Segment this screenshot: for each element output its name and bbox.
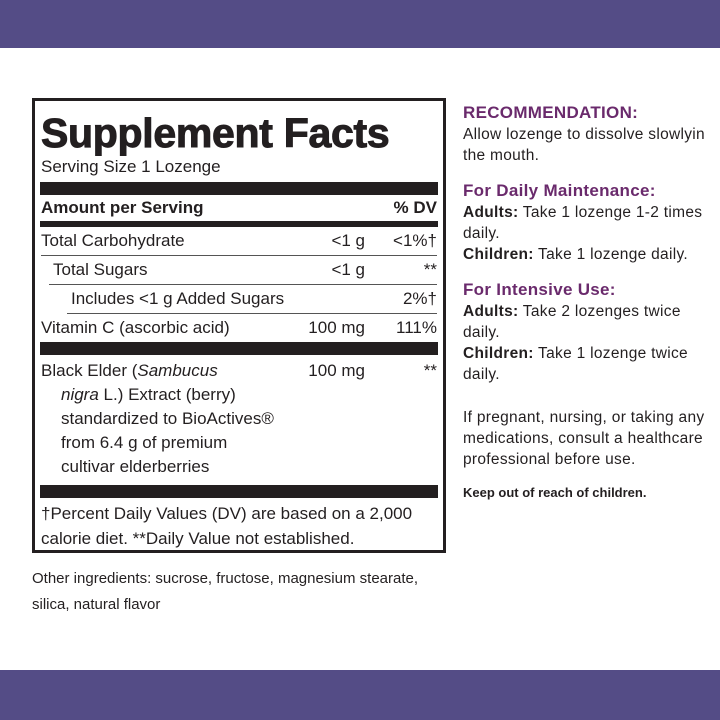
directions: RECOMMENDATION: Allow lozenge to dissolv… — [463, 102, 713, 503]
table-row-black-elder: Black Elder (Sambucus nigra L.) Extract … — [41, 355, 437, 485]
nutrient-amount: <1 g — [331, 260, 365, 279]
top-banner — [0, 0, 720, 48]
intensive-adults: Adults: Take 2 lozenges twice daily. — [463, 301, 713, 343]
footnote-line: †Percent Daily Values (DV) are based on … — [41, 504, 413, 523]
nutrient-name: Includes <1 g Added Sugars — [71, 289, 285, 308]
text: from 6.4 g of premium — [61, 433, 228, 452]
text: Take 2 lozenges twice daily. — [463, 303, 681, 341]
facts-title: Supplement Facts — [41, 110, 391, 156]
bottom-banner — [0, 670, 720, 720]
divider — [40, 221, 438, 227]
nutrient-amount: <1 g — [331, 231, 365, 250]
amount-header-row: Amount per Serving % DV — [41, 195, 437, 221]
text: nigra — [61, 385, 99, 404]
table-row: Total Sugars <1 g ** — [49, 256, 437, 285]
intensive-heading: For Intensive Use: — [463, 280, 616, 299]
recommendation-text: Allow lozenge to dissolve slowlyin the m… — [463, 126, 705, 164]
label: Children: — [463, 246, 534, 263]
text: Black Elder ( — [41, 361, 138, 380]
keep-out-warning: Keep out of reach of children. — [463, 485, 647, 500]
nutrient-name: Total Carbohydrate — [41, 231, 185, 250]
daily-heading: For Daily Maintenance: — [463, 181, 656, 200]
warning-text: If pregnant, nursing, or taking any medi… — [463, 409, 705, 468]
nutrient-dv: ** — [423, 260, 437, 279]
nutrient-amount: 100 mg — [308, 318, 365, 337]
dv-header: % DV — [393, 198, 437, 217]
label: Adults: — [463, 303, 519, 320]
amount-header: Amount per Serving — [41, 198, 204, 217]
other-ingredients: Other ingredients: sucrose, fructose, ma… — [32, 566, 452, 618]
label: Adults: — [463, 204, 519, 221]
table-row: Includes <1 g Added Sugars 2%† — [67, 285, 437, 314]
supplement-facts-panel: Supplement Facts Serving Size 1 Lozenge … — [32, 98, 446, 553]
text: silica, natural flavor — [32, 596, 161, 613]
nutrient-amount — [297, 285, 377, 313]
intensive-children: Children: Take 1 lozenge twice daily. — [463, 343, 713, 385]
daily-adults: Adults: Take 1 lozenge 1-2 times daily. — [463, 202, 713, 244]
text: cultivar elderberries — [61, 457, 210, 476]
footnote: †Percent Daily Values (DV) are based on … — [41, 498, 437, 551]
table-row: Vitamin C (ascorbic acid) 100 mg 111% — [41, 314, 437, 342]
nutrient-dv: <1%† — [393, 231, 437, 250]
ingredient-amount: 100 mg — [308, 361, 365, 380]
table-row: Total Carbohydrate <1 g <1%† — [41, 227, 437, 256]
nutrient-dv: 2%† — [402, 289, 437, 308]
nutrient-name: Vitamin C (ascorbic acid) — [41, 318, 230, 337]
nutrient-dv: 111% — [396, 318, 437, 337]
text: Other ingredients: sucrose, fructose, ma… — [32, 570, 419, 587]
daily-children: Children: Take 1 lozenge daily. — [463, 244, 713, 265]
divider — [40, 485, 438, 498]
ingredient-description: Black Elder (Sambucus nigra L.) Extract … — [41, 359, 297, 479]
recommendation-heading: RECOMMENDATION: — [463, 103, 639, 122]
label: Children: — [463, 345, 534, 362]
text: Take 1 lozenge twice daily. — [463, 345, 688, 383]
text: Take 1 lozenge daily. — [533, 246, 688, 263]
footnote-line: calorie diet. **Daily Value not establis… — [41, 529, 355, 548]
text: Take 1 lozenge 1-2 times daily. — [463, 204, 703, 242]
divider — [40, 342, 438, 355]
text: L.) Extract (berry) — [98, 385, 236, 404]
serving-size: Serving Size 1 Lozenge — [41, 157, 221, 176]
ingredient-dv: ** — [423, 361, 437, 380]
text: standardized to BioActives® — [61, 409, 274, 428]
divider — [40, 182, 438, 195]
nutrient-name: Total Sugars — [53, 260, 148, 279]
text: Sambucus — [137, 361, 218, 380]
